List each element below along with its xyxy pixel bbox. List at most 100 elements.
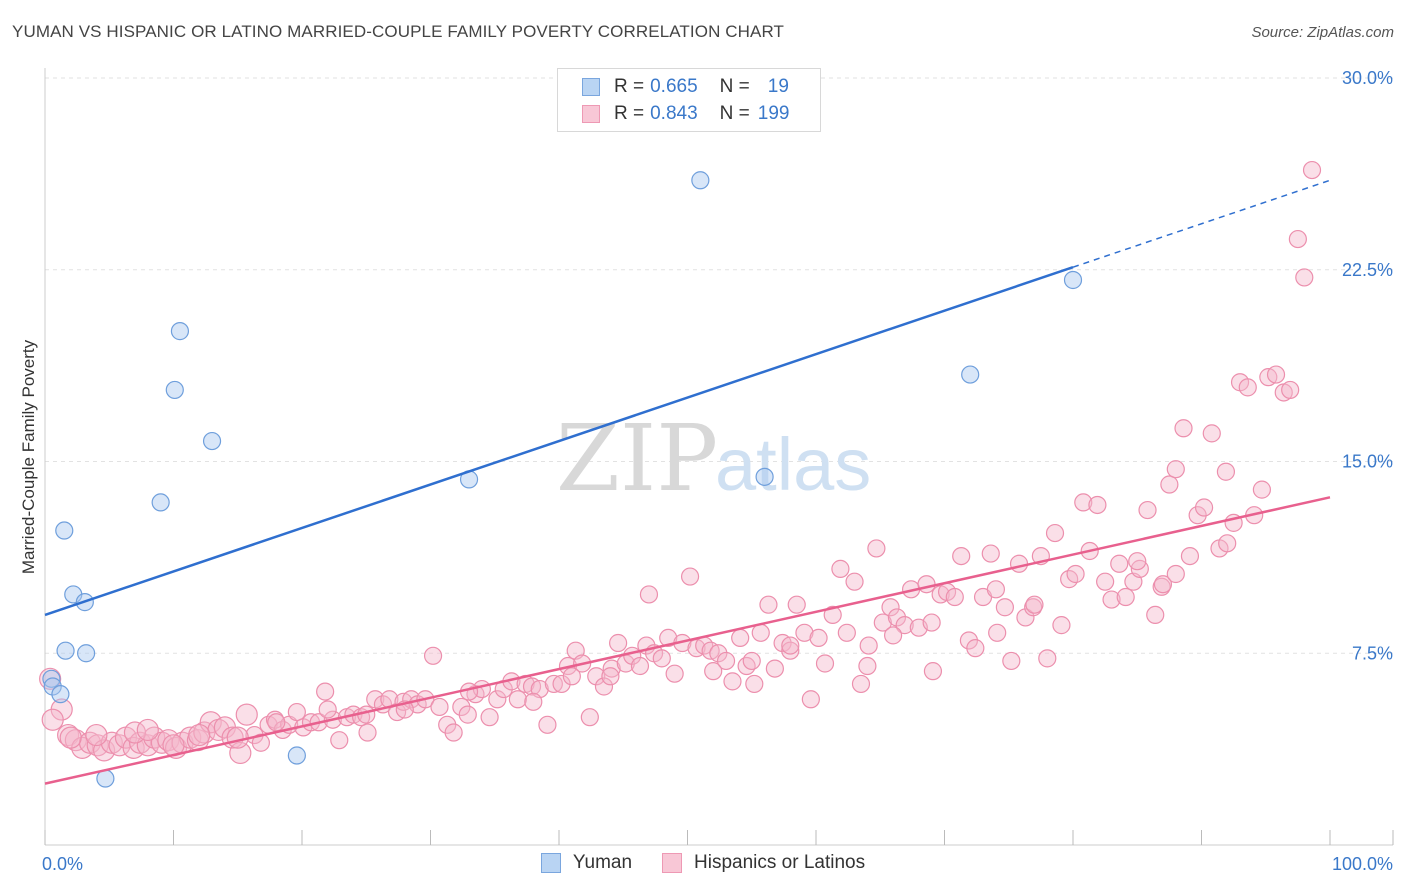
hispanics-point-113 bbox=[851, 674, 871, 694]
hispanics-point-186 bbox=[1025, 595, 1044, 614]
hispanics-point-175 bbox=[1295, 268, 1314, 287]
hispanics-point-86 bbox=[659, 628, 678, 648]
hispanics-point-89 bbox=[680, 567, 700, 586]
gridlines bbox=[45, 77, 1393, 654]
yuman-point-6 bbox=[43, 677, 62, 696]
hispanics-point-69 bbox=[538, 715, 557, 734]
hispanics-point-134 bbox=[1002, 651, 1021, 671]
hispanics-point-171 bbox=[1266, 365, 1286, 384]
series-legend: Yuman Hispanics or Latinos bbox=[0, 852, 1406, 874]
hispanics-point-122 bbox=[917, 575, 936, 594]
watermark: ZIP atlas bbox=[556, 405, 871, 512]
hispanics-point-181 bbox=[318, 700, 337, 719]
series-legend-swatch-hispanics bbox=[662, 853, 683, 873]
hispanics-point-200 bbox=[986, 580, 1006, 599]
legend-n-yuman: 19 bbox=[767, 76, 789, 97]
hispanics-point-144 bbox=[1074, 493, 1093, 512]
hispanics-point-71 bbox=[552, 674, 571, 694]
hispanics-point-77 bbox=[594, 677, 614, 696]
axes bbox=[44, 68, 1394, 846]
hispanics-point-126 bbox=[945, 587, 964, 607]
hispanics-point-27 bbox=[235, 703, 258, 726]
hispanics-point-183 bbox=[601, 667, 620, 686]
hispanics-point-195 bbox=[524, 692, 543, 711]
hispanics-point-53 bbox=[423, 646, 443, 665]
legend: R = 0.665 N = 19 R = 0.843 N = 199 bbox=[557, 68, 821, 132]
hispanics-point-203 bbox=[136, 718, 159, 742]
yuman-point-5 bbox=[42, 669, 61, 688]
legend-swatch-hispanics bbox=[582, 105, 600, 123]
hispanics-point-196 bbox=[562, 667, 581, 686]
hispanics-point-75 bbox=[580, 708, 599, 727]
yuman-point-3 bbox=[56, 641, 75, 660]
hispanics-point-110 bbox=[831, 559, 850, 578]
x-tick-label-min: 0.0% bbox=[42, 854, 83, 874]
y-axis-label: Married-Couple Family Poverty bbox=[19, 339, 38, 574]
watermark-atlas: atlas bbox=[715, 423, 871, 506]
yuman-point-8 bbox=[151, 493, 170, 512]
hispanics-point-79 bbox=[609, 633, 628, 653]
yuman-point-18 bbox=[1063, 270, 1083, 290]
hispanics-point-205 bbox=[41, 708, 64, 731]
hispanics-point-173 bbox=[1281, 380, 1300, 400]
hispanics-point-178 bbox=[858, 656, 877, 676]
hispanics-point-54 bbox=[430, 697, 449, 717]
yuman-trend-line bbox=[44, 266, 1074, 617]
hispanics-point-115 bbox=[867, 539, 886, 558]
hispanics-point-167 bbox=[1238, 378, 1257, 397]
hispanics-point-147 bbox=[1096, 572, 1115, 591]
hispanics-point-157 bbox=[1166, 460, 1185, 479]
hispanics-point-202 bbox=[1218, 534, 1237, 553]
hispanics-point-179 bbox=[1153, 575, 1173, 594]
hispanics-point-150 bbox=[1116, 587, 1135, 607]
hispanics-point-96 bbox=[731, 628, 750, 648]
hispanics-point-34 bbox=[287, 702, 306, 722]
chart-source: Source: ZipAtlas.com bbox=[1251, 24, 1394, 41]
hispanics-point-104 bbox=[787, 595, 806, 614]
hispanics-point-187 bbox=[1166, 564, 1185, 584]
hispanics-point-180 bbox=[188, 723, 211, 747]
hispanics-point-106 bbox=[801, 690, 820, 709]
series-legend-yuman: Yuman bbox=[540, 852, 633, 874]
x-tick-label-max: 100.0% bbox=[1332, 854, 1393, 874]
chart-title: YUMAN VS HISPANIC OR LATINO MARRIED-COUP… bbox=[12, 22, 785, 41]
hispanics-point-40 bbox=[330, 731, 349, 750]
yuman-point-0 bbox=[55, 521, 74, 540]
series-legend-label-yuman: Yuman bbox=[572, 852, 633, 873]
watermark-zip: ZIP bbox=[556, 405, 718, 512]
hispanics-point-62 bbox=[488, 690, 507, 709]
y-tick-label-1: 15.0% bbox=[1342, 452, 1393, 472]
hispanics-point-118 bbox=[887, 608, 907, 627]
hispanics-point-133 bbox=[995, 598, 1014, 617]
hispanics-point-156 bbox=[1160, 475, 1179, 494]
hispanics-point-154 bbox=[1146, 605, 1165, 625]
hispanics-point-204 bbox=[59, 726, 82, 749]
hispanics-point-56 bbox=[444, 723, 463, 742]
hispanics-point-143 bbox=[1066, 564, 1085, 584]
legend-r-hispanics: 0.843 bbox=[650, 103, 698, 124]
hispanics-point-93 bbox=[709, 644, 728, 663]
hispanics-point-78 bbox=[602, 659, 621, 678]
hispanics-point-140 bbox=[1045, 523, 1065, 543]
hispanics-point-97 bbox=[737, 656, 756, 676]
series-legend-label-hispanics: Hispanics or Latinos bbox=[694, 852, 866, 873]
hispanics-point-107 bbox=[809, 628, 828, 648]
hispanics-point-116 bbox=[873, 613, 892, 632]
hispanics-point-98 bbox=[745, 674, 764, 694]
hispanics-point-174 bbox=[1288, 229, 1307, 249]
hispanics-point-103 bbox=[781, 641, 800, 660]
hispanics-point-76 bbox=[587, 667, 606, 686]
y-tick-label-0: 7.5% bbox=[1352, 643, 1393, 663]
hispanics-point-38 bbox=[316, 682, 335, 701]
hispanics-point-101 bbox=[765, 659, 784, 678]
legend-row-hispanics: R = 0.843 N = 199 bbox=[582, 101, 789, 127]
y-tick-label-3: 30.0% bbox=[1342, 68, 1393, 88]
y-tick-label-2: 22.5% bbox=[1342, 260, 1393, 280]
hispanics-point-117 bbox=[881, 598, 900, 617]
hispanics-point-197 bbox=[704, 662, 723, 681]
hispanics-point-141 bbox=[1052, 616, 1071, 635]
series-legend-swatch-yuman bbox=[540, 853, 561, 873]
series-yuman-points bbox=[42, 171, 1083, 788]
hispanics-point-70 bbox=[544, 674, 563, 694]
hispanics-point-112 bbox=[845, 572, 864, 591]
